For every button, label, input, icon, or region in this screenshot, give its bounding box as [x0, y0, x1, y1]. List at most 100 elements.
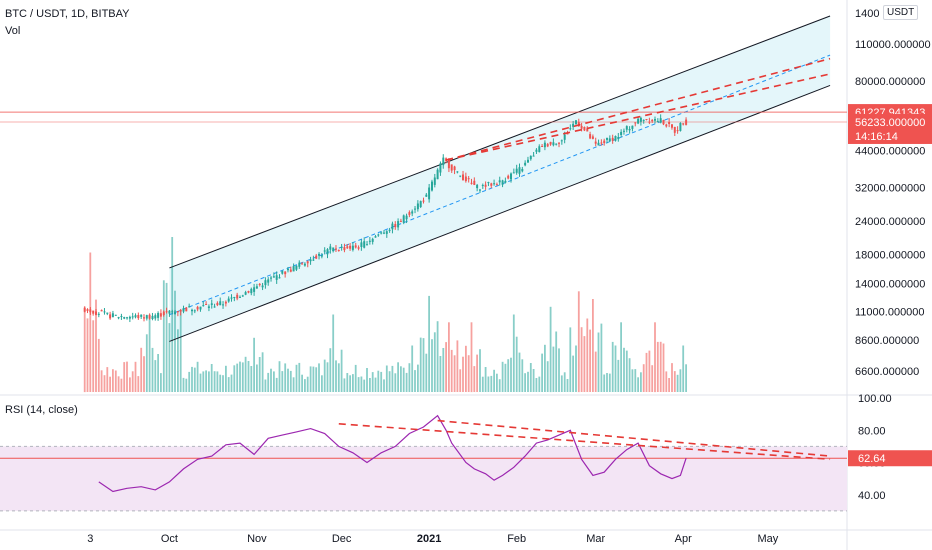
candle-body — [504, 180, 507, 183]
volume-bar — [623, 347, 625, 392]
candle-body — [459, 175, 462, 177]
candle-body — [128, 316, 131, 319]
volume-bar — [490, 375, 493, 392]
candle-body — [114, 314, 117, 316]
volume-bar — [592, 299, 594, 392]
candle-body — [357, 247, 360, 249]
candle-body — [97, 313, 100, 315]
candle-body — [303, 263, 306, 266]
candle-body — [558, 142, 560, 144]
candle-body — [140, 314, 143, 317]
candle-body — [416, 203, 419, 210]
rsi-title[interactable]: RSI (14, close) — [5, 404, 78, 416]
volume-bar — [507, 359, 510, 392]
candle-body — [397, 221, 400, 228]
price-tick-label: 6600.000000 — [855, 366, 919, 378]
volume-bar — [287, 368, 289, 392]
candle-body — [366, 244, 368, 246]
candle-body — [351, 245, 354, 250]
candle-body — [518, 167, 521, 174]
volume-bar — [419, 337, 422, 392]
volume-bar — [524, 373, 526, 392]
volume-bar — [278, 361, 281, 392]
price-tick-label: 32000.000000 — [855, 182, 925, 194]
candle-body — [123, 317, 126, 319]
candle-body — [490, 183, 493, 186]
volume-bar — [182, 377, 185, 392]
volume-title[interactable]: Vol — [5, 25, 21, 37]
volume-bar — [196, 361, 199, 392]
candle-body — [233, 297, 236, 298]
time-tick-label: 2021 — [417, 533, 441, 545]
volume-bar — [157, 354, 159, 392]
volume-bar — [337, 363, 340, 392]
candle-body — [391, 223, 394, 230]
volume-bar — [501, 361, 504, 392]
candle-body — [103, 311, 106, 313]
candle-body — [422, 200, 425, 202]
volume-bar — [219, 374, 222, 392]
candle-body — [145, 315, 148, 319]
candle-body — [685, 119, 688, 125]
candle-body — [524, 162, 527, 166]
candle-body — [284, 271, 287, 275]
candle-body — [408, 212, 411, 215]
candle-body — [606, 137, 608, 140]
symbol-title[interactable]: BTC / USDT, 1D, BITBAY — [5, 8, 130, 20]
candle-body — [476, 184, 479, 189]
volume-bar — [617, 359, 620, 392]
volume-bar — [89, 252, 92, 392]
candle-body — [394, 224, 397, 228]
candle-body — [354, 245, 357, 248]
candle-body — [659, 118, 662, 123]
candle-body — [320, 255, 323, 257]
volume-bar — [250, 366, 253, 392]
volume-bar — [402, 367, 405, 392]
volume-bar — [143, 356, 145, 392]
candle-body — [594, 141, 597, 144]
volume-bar — [614, 345, 617, 392]
volume-bar — [583, 336, 586, 392]
volume-bar — [476, 354, 478, 392]
candle-body — [639, 117, 642, 122]
price-trendline — [445, 57, 831, 161]
candle-body — [625, 126, 628, 130]
candle-body — [371, 238, 374, 242]
price-tick-label-top: 1400 — [855, 8, 879, 20]
candle-body — [541, 146, 544, 147]
price-tick-label: 44000.000000 — [855, 146, 925, 158]
candle-body — [583, 127, 586, 131]
candle-body — [337, 250, 340, 251]
volume-bar — [304, 379, 306, 392]
candle-body — [143, 317, 145, 319]
volume-bar — [577, 291, 580, 393]
volume-bar — [188, 371, 191, 392]
volume-bar — [637, 377, 639, 392]
candle-body — [569, 128, 572, 130]
volume-bar — [233, 365, 236, 392]
currency-unit-badge[interactable]: USDT — [883, 5, 919, 20]
candle-body — [543, 142, 546, 148]
time-tick-label: Nov — [247, 533, 267, 545]
candle-body — [527, 159, 529, 163]
bar-countdown-label: 14:16:14 — [855, 131, 898, 143]
volume-bar — [380, 371, 383, 392]
candle-body — [241, 295, 244, 297]
volume-bar — [95, 299, 97, 392]
volume-bar — [608, 373, 611, 392]
candle-body — [157, 313, 160, 318]
candle-body — [236, 294, 239, 299]
volume-bar — [408, 363, 411, 392]
candle-body — [374, 236, 377, 238]
candle-body — [199, 306, 202, 310]
candle-body — [575, 120, 577, 125]
volume-bar — [230, 374, 233, 392]
volume-bar — [546, 361, 549, 392]
volume-bar — [586, 318, 589, 392]
volume-bar — [580, 327, 583, 392]
volume-bar — [521, 359, 524, 392]
volume-bar — [541, 353, 543, 392]
volume-bar — [606, 373, 608, 392]
candle-body — [261, 285, 264, 288]
